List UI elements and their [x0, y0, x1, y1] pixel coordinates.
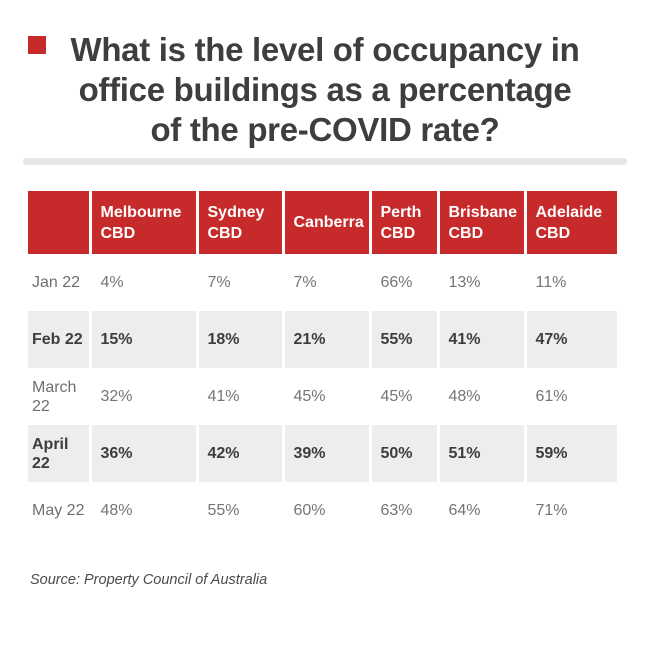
cell-value: 47%	[535, 330, 568, 348]
table-row: April 22 36% 42% 39% 50% 51% 59%	[28, 425, 617, 482]
column-header: Melbourne CBD	[90, 191, 199, 254]
cell-value: 45%	[283, 368, 372, 425]
cell-value: 71%	[535, 501, 568, 519]
row-label: May 22	[28, 482, 92, 539]
cell-value: 7%	[283, 254, 372, 311]
cell-value: 13%	[438, 254, 527, 311]
cell-value: 48%	[90, 482, 199, 539]
column-header: Brisbane CBD	[438, 191, 527, 254]
cell-value: 36%	[90, 425, 199, 482]
cell-value: 61%	[535, 387, 568, 405]
cell-value: 15%	[90, 311, 199, 368]
occupancy-table: Melbourne CBD Sydney CBD Canberra Perth CBD…	[28, 191, 617, 539]
title-line-1: What is the level of occupancy in	[70, 31, 580, 68]
brand-red-square-icon	[28, 36, 46, 54]
table-row: May 22 48% 55% 60% 63% 64% 71%	[28, 482, 617, 539]
cell-value: 42%	[197, 425, 285, 482]
title-line-2: office buildings as a percentage	[78, 71, 572, 108]
cell-value: 4%	[90, 254, 199, 311]
column-header: Canberra	[283, 191, 372, 254]
source-credit: Source: Property Council of Australia	[30, 572, 268, 588]
row-label: April 22	[28, 425, 92, 482]
table-row: Feb 22 15% 18% 21% 55% 41% 47%	[28, 311, 617, 368]
row-label: March 22	[28, 368, 92, 425]
row-label: Feb 22	[28, 311, 92, 368]
column-header: Adelaide CBD	[525, 191, 617, 254]
corner-cell	[28, 191, 92, 254]
cell-value: 48%	[438, 368, 527, 425]
cell-value: 41%	[197, 368, 285, 425]
cell-value: 45%	[370, 368, 440, 425]
cell-value: 63%	[370, 482, 440, 539]
column-header: Sydney CBD	[197, 191, 285, 254]
cell-value: 64%	[438, 482, 527, 539]
cell-value: 59%	[535, 444, 568, 462]
cell-value: 55%	[197, 482, 285, 539]
title-divider	[23, 158, 627, 165]
table-row: March 22 32% 41% 45% 45% 48% 61%	[28, 368, 617, 425]
cell-value: 39%	[283, 425, 372, 482]
cell-value: 51%	[438, 425, 527, 482]
cell-value: 7%	[197, 254, 285, 311]
cell-value: 21%	[283, 311, 372, 368]
cell-value: 60%	[283, 482, 372, 539]
cell-value: 18%	[197, 311, 285, 368]
cell-value: 50%	[370, 425, 440, 482]
cell-value: 41%	[438, 311, 527, 368]
cell-value: 11%	[535, 273, 567, 291]
column-header: Perth CBD	[370, 191, 440, 254]
cell-value: 32%	[90, 368, 199, 425]
cell-value: 66%	[370, 254, 440, 311]
page-title: What is the level of occupancy in office…	[10, 30, 640, 150]
row-label: Jan 22	[28, 254, 92, 311]
title-line-3: of the pre-COVID rate?	[150, 111, 500, 148]
cell-value: 55%	[370, 311, 440, 368]
table-header-row: Melbourne CBD Sydney CBD Canberra Perth CBD…	[28, 191, 617, 254]
table-row: Jan 22 4% 7% 7% 66% 13% 11%	[28, 254, 617, 311]
table-body: Jan 22 4% 7% 7% 66% 13% 11% Feb 22 15% 18% 21% 55% 4…	[28, 254, 617, 539]
